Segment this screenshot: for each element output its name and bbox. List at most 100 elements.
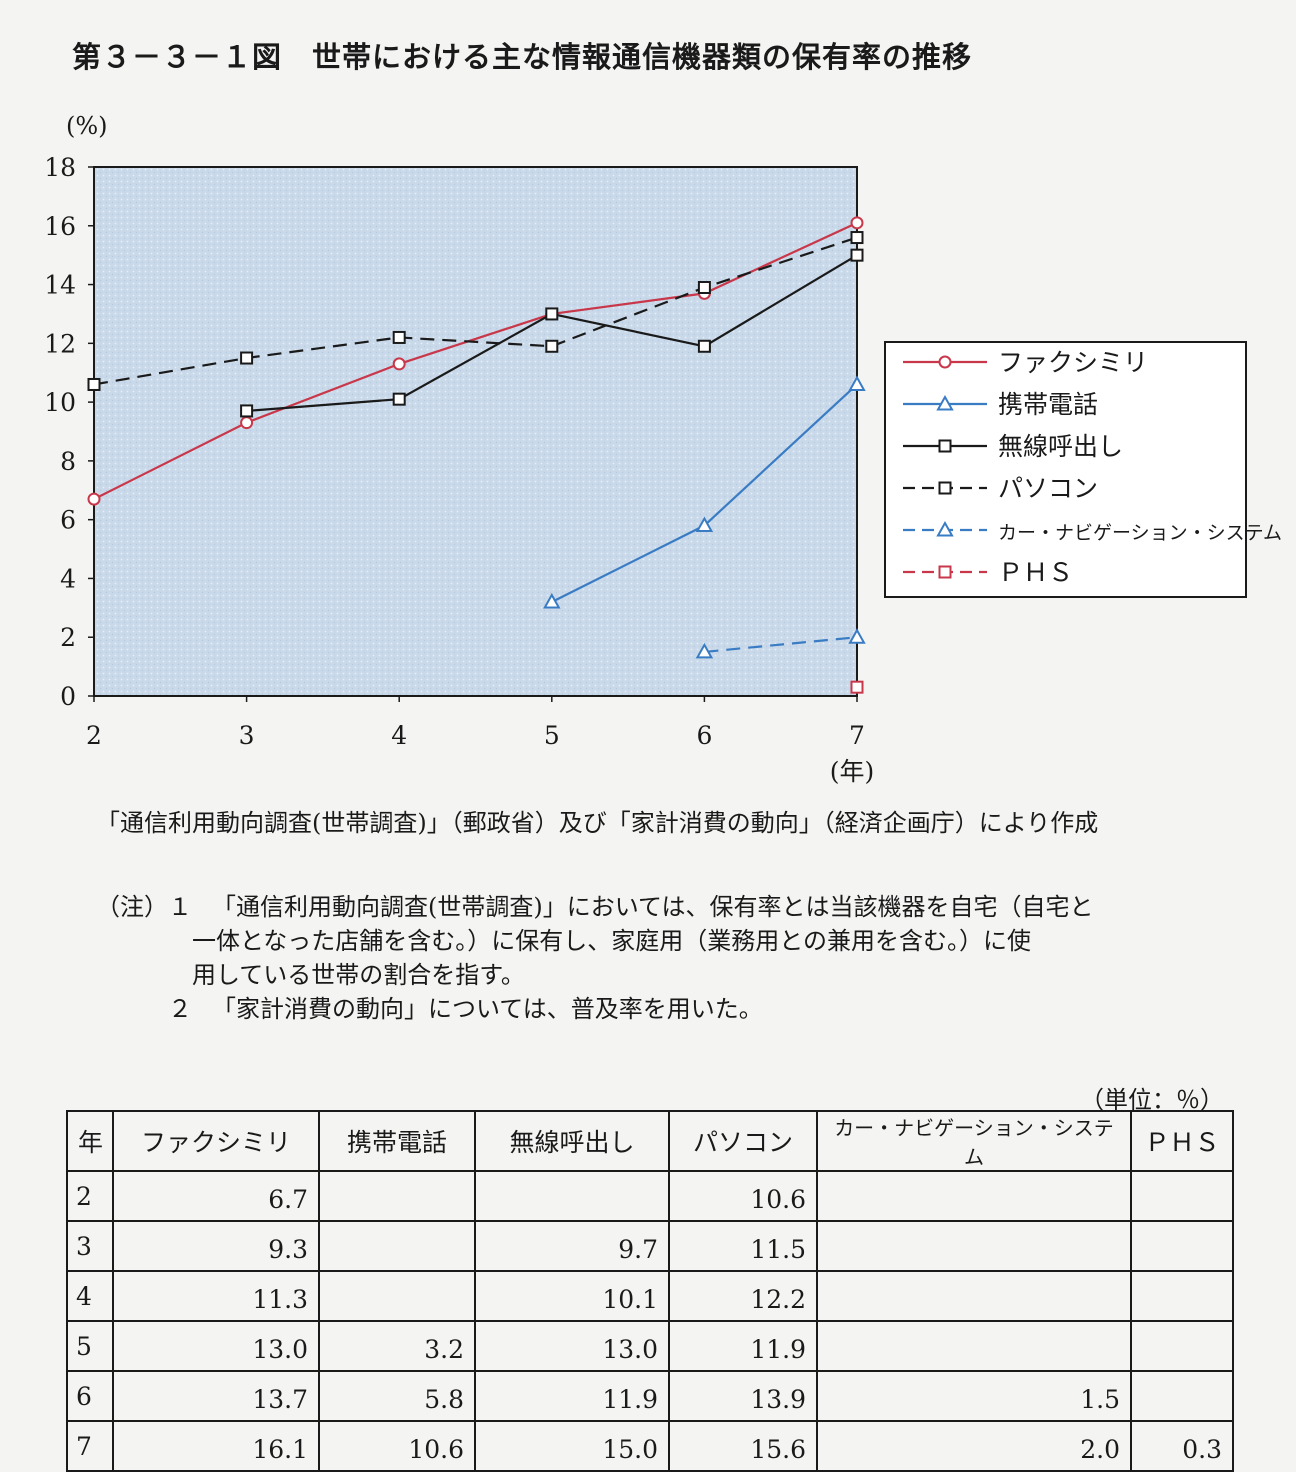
legend-label: ファクシミリ [998,348,1148,377]
y-tick-label: 0 [60,682,76,711]
data-point [850,231,864,245]
cell-phs [1130,1320,1234,1372]
cell-pc: 12.2 [668,1270,818,1322]
cell-pc: 13.9 [668,1370,818,1422]
note-2-number: ２ [168,995,192,1023]
data-point [850,216,864,230]
note-1-line-2: 一体となった店舗を含む。）に保有し、家庭用（業務用との兼用を含む。）に使 [192,927,1032,955]
cell-facsimile: 16.1 [112,1420,320,1472]
cell-mobile-phone [318,1270,476,1322]
y-tick-label: 4 [60,564,76,593]
x-tick-label: 5 [544,721,560,750]
data-point [695,516,714,533]
legend-marker [936,394,954,411]
legend-marker [938,481,952,495]
cell-facsimile: 11.3 [112,1270,320,1322]
cell-phs [1130,1220,1234,1272]
legend-marker [938,439,952,453]
header-car-navigation: カー・ナビゲーション・システム [816,1110,1132,1172]
legend-label: 携帯電話 [998,390,1098,419]
header-facsimile: ファクシミリ [112,1110,320,1172]
cell-phs [1130,1370,1234,1422]
cell-phs: 0.3 [1130,1420,1234,1472]
x-tick-label: 6 [696,721,712,750]
legend-box [884,341,1247,598]
cell-phs [1130,1270,1234,1322]
y-tick-label: 6 [60,506,76,535]
cell-car-navigation [816,1320,1132,1372]
data-table: 年 ファクシミリ 携帯電話 無線呼出し パソコン カー・ナビゲーション・システム… [66,1110,1234,1472]
header-year: 年 [66,1110,114,1172]
legend-marker [938,565,952,579]
data-point [697,339,711,353]
series-line-4 [704,636,858,654]
table-row: 3 9.3 9.7 11.5 [66,1220,1234,1272]
table-row: 2 6.7 10.6 [66,1170,1234,1222]
cell-year: 5 [66,1320,114,1372]
y-tick-label: 14 [44,271,76,300]
x-tick-label: 2 [86,721,102,750]
cell-car-navigation [816,1220,1132,1272]
x-tick-label: 3 [239,721,255,750]
legend-label: ＰＨＳ [998,558,1073,587]
cell-pager [474,1170,670,1222]
x-axis-label: (年) [830,757,875,786]
legend-label: カー・ナビゲーション・システム [998,522,1282,544]
table-row: 7 16.1 10.6 15.0 15.6 2.0 0.3 [66,1420,1234,1472]
cell-pager: 15.0 [474,1420,670,1472]
cell-year: 4 [66,1270,114,1322]
y-axis-unit: (%) [66,112,108,140]
data-point [543,592,561,609]
header-pager: 無線呼出し [474,1110,670,1172]
cell-year: 2 [66,1170,114,1222]
figure-title: 第３－３－１図 世帯における主な情報通信機器類の保有率の推移 [72,40,973,74]
data-point [240,404,254,418]
plot-area [93,166,858,697]
data-point [87,377,101,391]
data-point [545,307,559,321]
data-point [392,330,406,344]
legend-marker [938,355,952,369]
data-point [850,680,864,694]
legend-label: パソコン [998,474,1098,503]
series-line-0 [93,221,858,501]
cell-car-navigation [816,1270,1132,1322]
data-point [850,248,864,262]
cell-car-navigation [816,1170,1132,1222]
cell-facsimile: 13.7 [112,1370,320,1422]
cell-pc: 11.9 [668,1320,818,1372]
table-row: 6 13.7 5.8 11.9 13.9 1.5 [66,1370,1234,1422]
data-point [392,357,406,371]
note-1-line-1: 「通信利用動向調査(世帯調査)」においては、保有率とは当該機器を自宅（自宅と [212,893,1094,921]
cell-facsimile: 13.0 [112,1320,320,1372]
header-pc: パソコン [668,1110,818,1172]
data-point [240,351,254,365]
note-1-line-3: 用している世帯の割合を指す。 [192,961,525,989]
cell-year: 3 [66,1220,114,1272]
table-row: 4 11.3 10.1 12.2 [66,1270,1234,1322]
legend-label: 無線呼出し [998,432,1123,461]
legend-marker [936,520,954,537]
y-tick-label: 16 [44,212,76,241]
cell-phs [1130,1170,1234,1222]
series-line-3 [93,236,858,386]
note-2-text: 「家計消費の動向」については、普及率を用いた。 [212,995,763,1023]
note-head: （注） [96,893,168,921]
data-point [87,492,101,506]
cell-mobile-phone [318,1170,476,1222]
cell-pager: 10.1 [474,1270,670,1322]
cell-pc: 10.6 [668,1170,818,1222]
data-point [392,392,406,406]
x-tick-label: 7 [849,721,865,750]
data-point [695,642,714,659]
note-1-number: １ [168,893,192,921]
cell-car-navigation: 1.5 [816,1370,1132,1422]
cell-year: 6 [66,1370,114,1422]
cell-mobile-phone: 3.2 [318,1320,476,1372]
cell-pager: 9.7 [474,1220,670,1272]
cell-mobile-phone [318,1220,476,1272]
cell-car-navigation: 2.0 [816,1420,1132,1472]
table-row: 5 13.0 3.2 13.0 11.9 [66,1320,1234,1372]
